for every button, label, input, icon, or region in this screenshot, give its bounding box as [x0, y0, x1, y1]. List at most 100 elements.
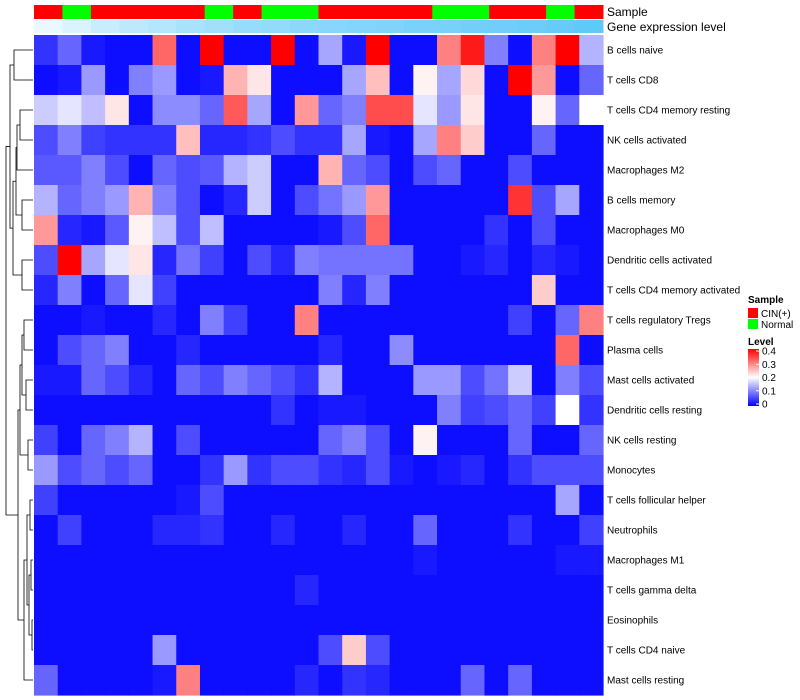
heatmap-cell — [342, 455, 367, 486]
heatmap-cell — [460, 635, 486, 666]
row-label: T cells follicular helper — [607, 496, 706, 507]
heatmap-cell — [34, 635, 59, 666]
heatmap-cell — [105, 635, 130, 666]
heatmap-cell — [81, 485, 106, 516]
gene-expression-cell — [62, 20, 92, 33]
heatmap-cell — [152, 275, 177, 306]
heatmap-cell — [34, 35, 59, 66]
heatmap-cell — [579, 395, 604, 426]
gene-expression-cell — [318, 20, 348, 33]
level-tick-label: 0.3 — [762, 360, 776, 371]
heatmap-cell — [484, 485, 509, 516]
heatmap-cell — [176, 485, 201, 516]
heatmap-cell — [389, 215, 414, 246]
heatmap-cell — [176, 35, 201, 66]
heatmap-cell — [271, 155, 296, 186]
sample-legend-title: Sample — [748, 295, 784, 306]
heatmap-cell — [555, 155, 580, 186]
heatmap-cell — [81, 65, 106, 96]
heatmap-cell — [318, 335, 343, 366]
heatmap-cell — [531, 485, 557, 516]
heatmap-cell — [247, 365, 272, 396]
heatmap-cell — [128, 395, 154, 426]
row-label: Macrophages M1 — [607, 556, 685, 567]
heatmap-cell — [389, 605, 414, 636]
heatmap-cell — [271, 395, 296, 426]
heatmap-cell — [389, 125, 414, 156]
heatmap-cell — [176, 425, 201, 456]
heatmap-cell — [579, 665, 604, 696]
heatmap-cell — [555, 185, 580, 216]
sample-annotation-cell — [62, 5, 92, 19]
heatmap-cell — [199, 395, 225, 426]
heatmap-cell — [176, 365, 201, 396]
heatmap-cell — [223, 305, 248, 336]
heatmap-cell — [342, 125, 367, 156]
heatmap-cell — [413, 185, 438, 216]
heatmap-cell — [294, 335, 320, 366]
heatmap-cell — [128, 185, 154, 216]
heatmap-cell — [413, 245, 438, 276]
dendrogram-branch — [21, 259, 33, 291]
heatmap-cell — [81, 635, 106, 666]
heatmap-cell — [105, 575, 130, 606]
heatmap-cell — [152, 335, 177, 366]
heatmap-cell — [271, 185, 296, 216]
heatmap-cell — [294, 515, 320, 546]
row-label: T cells regulatory Tregs — [607, 316, 711, 327]
gene-expression-cell — [204, 20, 234, 33]
heatmap-cell — [247, 485, 272, 516]
heatmap-cell — [484, 305, 509, 336]
row-label: Mast cells activated — [607, 376, 694, 387]
heatmap-cell — [389, 665, 414, 696]
heatmap-cell — [531, 575, 557, 606]
row-label: NK cells resting — [607, 436, 676, 447]
heatmap-cell — [57, 485, 83, 516]
heatmap-cell — [223, 515, 248, 546]
heatmap-cell — [318, 485, 343, 516]
heatmap-cell — [105, 515, 130, 546]
heatmap-cell — [437, 605, 462, 636]
heatmap-cell — [389, 95, 414, 126]
heatmap-cell — [484, 365, 509, 396]
heatmap-cell — [365, 515, 391, 546]
heatmap-cell — [223, 425, 248, 456]
heatmap-cell — [437, 425, 462, 456]
heatmap-cell — [342, 215, 367, 246]
sample-annotation-cell — [290, 5, 319, 19]
heatmap-cell — [579, 635, 604, 666]
heatmap-cell — [389, 365, 414, 396]
heatmap-cell — [508, 305, 533, 336]
heatmap-cell — [199, 455, 225, 486]
heatmap-cell — [152, 515, 177, 546]
heatmap-cell — [199, 95, 225, 126]
heatmap-cell — [484, 665, 509, 696]
heatmap-cell — [508, 65, 533, 96]
heatmap-cell — [555, 215, 580, 246]
heatmap-cell — [460, 605, 486, 636]
heatmap-cell — [437, 95, 462, 126]
heatmap-cell — [105, 305, 130, 336]
heatmap-cell — [318, 545, 343, 576]
heatmap-cell — [555, 665, 580, 696]
heatmap-cell — [318, 425, 343, 456]
heatmap-cell — [34, 485, 59, 516]
heatmap-cell — [176, 305, 201, 336]
heatmap-cell — [318, 395, 343, 426]
heatmap-cell — [152, 455, 177, 486]
sample-legend-swatch — [748, 319, 758, 329]
sample-annotation-cell — [318, 5, 348, 19]
heatmap-cell — [460, 65, 486, 96]
heatmap-cell — [342, 545, 367, 576]
heatmap-cell — [460, 305, 486, 336]
heatmap-cell — [342, 275, 367, 306]
heatmap-cell — [579, 485, 604, 516]
heatmap-cell — [389, 155, 414, 186]
heatmap-cell — [271, 35, 296, 66]
heatmap-cell — [247, 245, 272, 276]
heatmap-cell — [294, 185, 320, 216]
heatmap-cell — [57, 335, 83, 366]
dendrogram-branch — [13, 49, 33, 81]
heatmap-cell — [531, 95, 557, 126]
